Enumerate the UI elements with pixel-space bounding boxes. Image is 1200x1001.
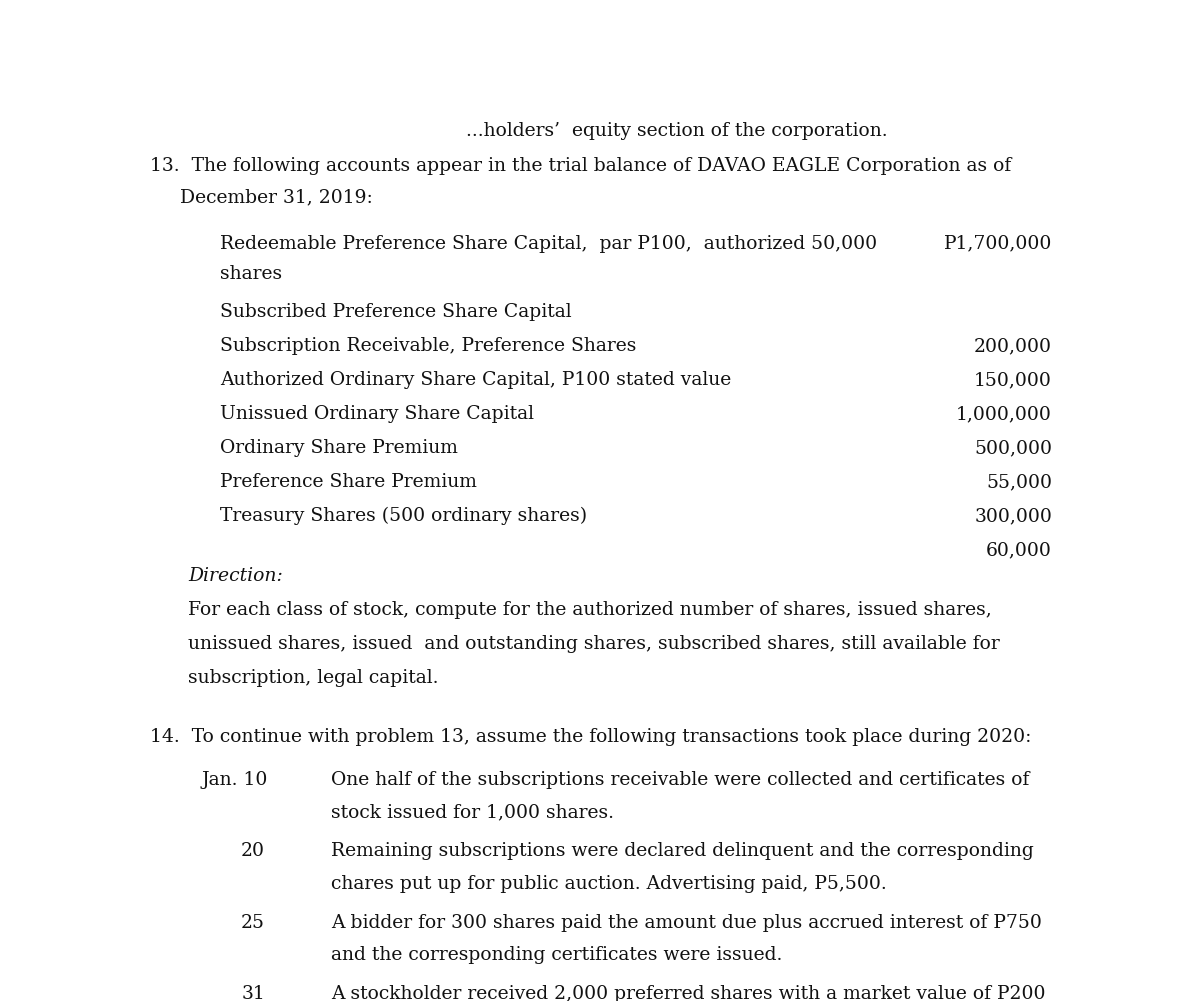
Text: 150,000: 150,000 <box>974 371 1052 389</box>
Text: 20: 20 <box>241 842 265 860</box>
Text: chares put up for public auction. Advertising paid, P5,500.: chares put up for public auction. Advert… <box>331 875 887 893</box>
Text: One half of the subscriptions receivable were collected and certificates of: One half of the subscriptions receivable… <box>331 771 1030 789</box>
Text: unissued shares, issued​  and outstanding shares, subscribed shares, still avail: unissued shares, issued​ and outstanding… <box>188 635 1000 653</box>
Text: 55,000: 55,000 <box>986 473 1052 491</box>
Text: Unissued Ordinary Share Capital: Unissued Ordinary Share Capital <box>220 405 534 423</box>
Text: A stockholder received 2,000 preferred shares with a market value of P200: A stockholder received 2,000 preferred s… <box>331 985 1046 1001</box>
Text: 1,000,000: 1,000,000 <box>956 405 1052 423</box>
Text: P1,700,000: P1,700,000 <box>943 235 1052 253</box>
Text: Remaining subscriptions were declared delinquent and the corresponding: Remaining subscriptions were declared de… <box>331 842 1034 860</box>
Text: 500,000: 500,000 <box>974 439 1052 457</box>
Text: Subscribed Preference Share Capital: Subscribed Preference Share Capital <box>220 303 571 321</box>
Text: ...holders’  equity section of the corporation.: ...holders’ equity section of the corpor… <box>467 122 888 140</box>
Text: Preference Share Premium: Preference Share Premium <box>220 473 476 491</box>
Text: and the corresponding certificates were issued.: and the corresponding certificates were … <box>331 946 782 964</box>
Text: 60,000: 60,000 <box>986 542 1052 560</box>
Text: 13.  The following accounts appear in the trial balance of DAVAO EAGLE Corporati: 13. The following accounts appear in the… <box>150 157 1012 175</box>
Text: December 31, 2019:: December 31, 2019: <box>150 188 373 206</box>
Text: For each class of stock, compute for the authorized number of shares, issued sha: For each class of stock, compute for the… <box>188 601 992 619</box>
Text: 25: 25 <box>241 914 265 932</box>
Text: 14.  To continue with problem 13, assume the following transactions took place d: 14. To continue with problem 13, assume … <box>150 729 1031 747</box>
Text: Ordinary Share Premium: Ordinary Share Premium <box>220 439 457 457</box>
Text: Jan. 10: Jan. 10 <box>202 771 268 789</box>
Text: 300,000: 300,000 <box>974 508 1052 526</box>
Text: 200,000: 200,000 <box>974 337 1052 355</box>
Text: 31: 31 <box>241 985 265 1001</box>
Text: shares: shares <box>220 265 282 283</box>
Text: Authorized Ordinary Share Capital, P100 stated value: Authorized Ordinary Share Capital, P100 … <box>220 371 731 389</box>
Text: Subscription Receivable, Preference Shares: Subscription Receivable, Preference Shar… <box>220 337 636 355</box>
Text: Redeemable Preference Share Capital,  par P100,  authorized 50,000: Redeemable Preference Share Capital, par… <box>220 235 877 253</box>
Text: subscription, legal capital.: subscription, legal capital. <box>188 669 439 687</box>
Text: Direction:: Direction: <box>188 567 283 585</box>
Text: A bidder for 300 shares paid the amount due plus accrued interest of P750: A bidder for 300 shares paid the amount … <box>331 914 1043 932</box>
Text: stock issued for 1,000 shares.: stock issued for 1,000 shares. <box>331 804 614 822</box>
Text: Treasury Shares (500 ordinary shares): Treasury Shares (500 ordinary shares) <box>220 508 587 526</box>
